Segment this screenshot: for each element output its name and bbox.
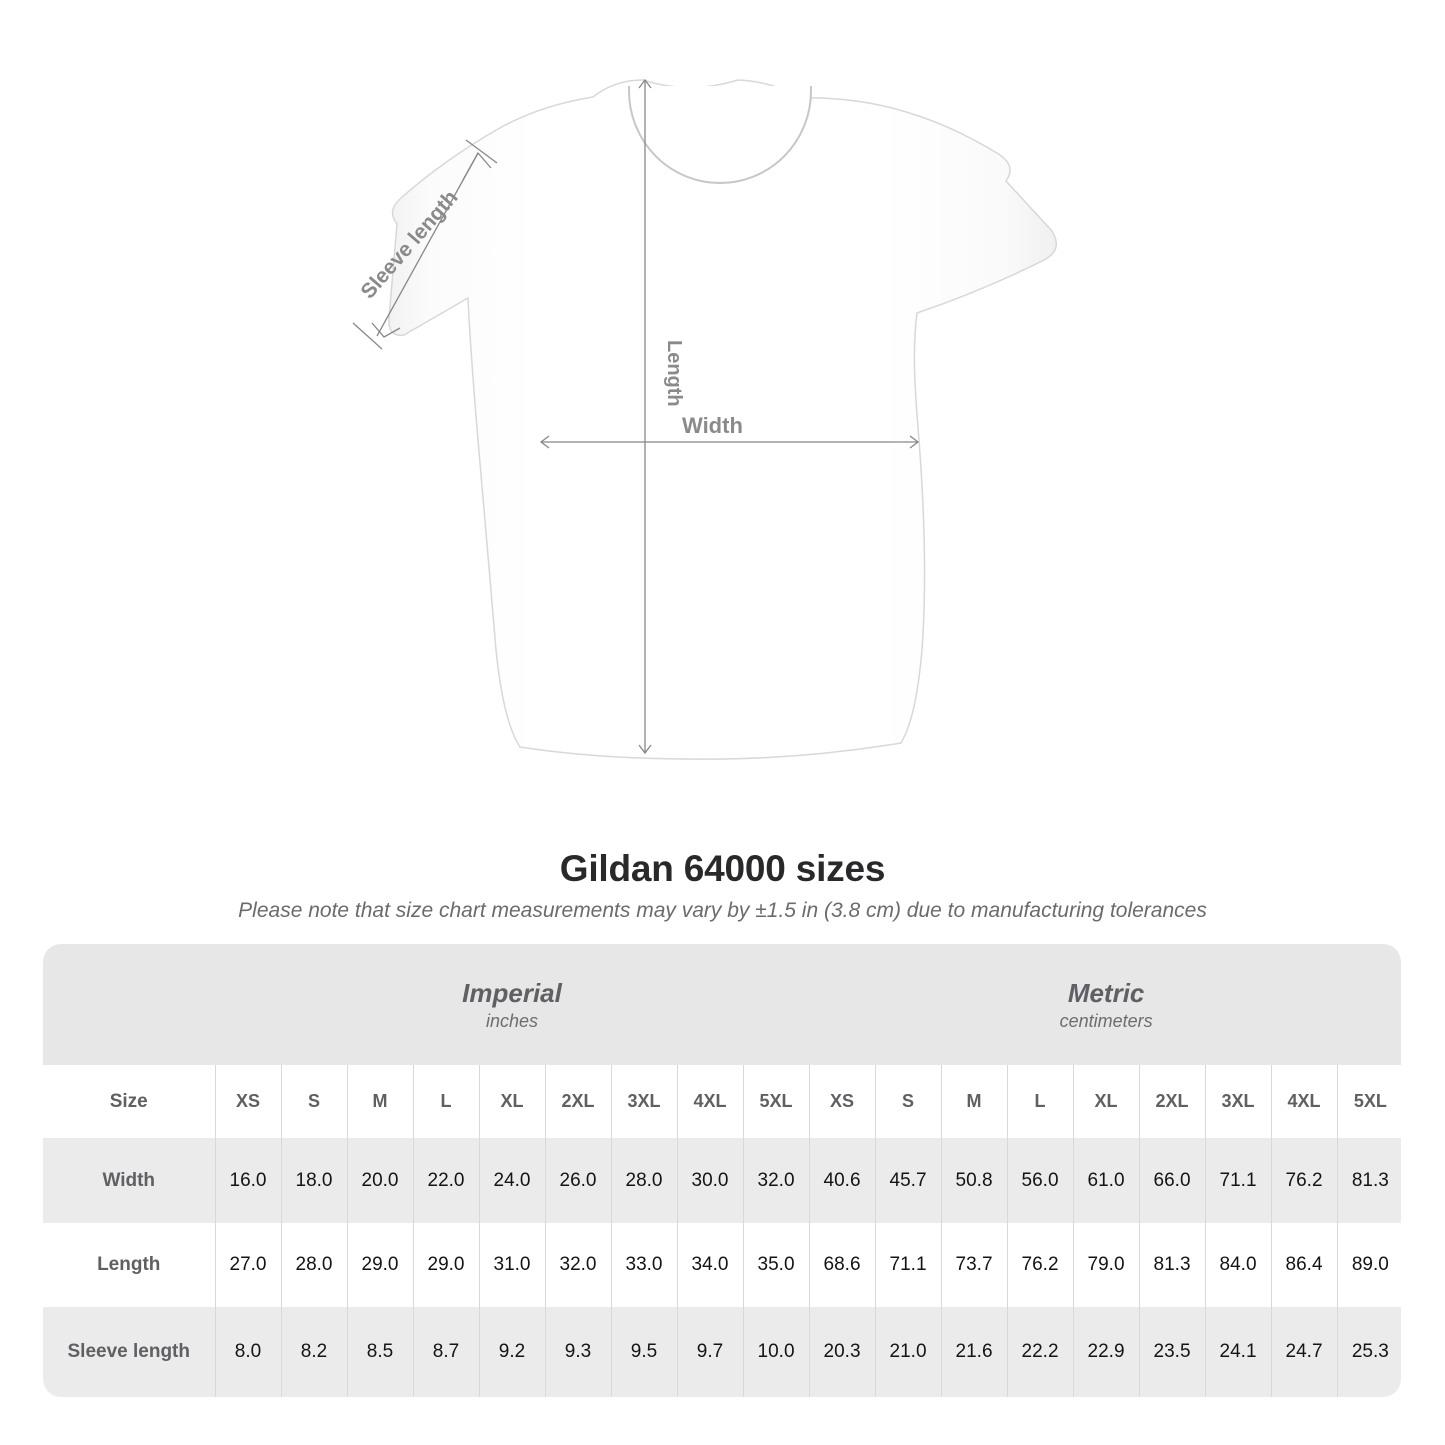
svg-text:Width: Width <box>682 413 743 438</box>
svg-text:Length: Length <box>663 340 685 407</box>
